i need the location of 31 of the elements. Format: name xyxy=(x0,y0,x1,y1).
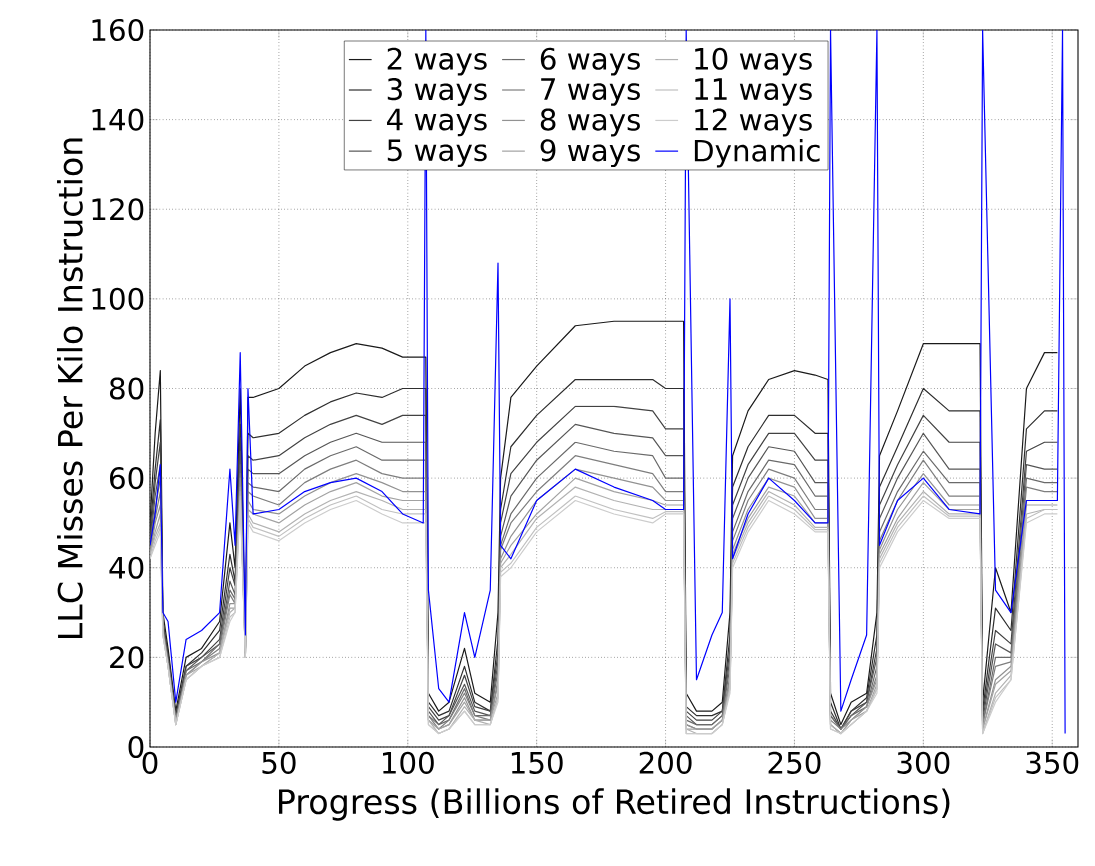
y-axis-title: LLC Misses Per Kilo Instruction xyxy=(57,138,83,639)
x-tick-label: 100 xyxy=(383,751,434,774)
y-tick-label: 0 xyxy=(128,735,144,759)
legend-label: 12 ways xyxy=(695,108,812,137)
legend-label: 4 ways xyxy=(387,108,487,137)
x-tick-label: 300 xyxy=(897,751,950,774)
legend-label: 8 ways xyxy=(540,108,640,137)
legend-label: 6 ways xyxy=(540,47,640,76)
y-tick-label: 100 xyxy=(92,287,144,310)
legend-label: 7 ways xyxy=(541,78,640,106)
legend-label: 11 ways xyxy=(695,78,812,106)
y-tick-label: 60 xyxy=(110,467,144,490)
x-tick-label: 0 xyxy=(142,751,158,774)
legend-label: 2 ways xyxy=(387,47,487,76)
x-tick-label: 350 xyxy=(1026,751,1079,774)
y-tick-label: 160 xyxy=(92,18,144,42)
x-tick-label: 200 xyxy=(639,751,692,774)
legend-label: Dynamic xyxy=(694,138,820,168)
x-axis-title: Progress (Billions of Retired Instructions) xyxy=(279,788,950,821)
legend-label: 5 ways xyxy=(387,139,487,167)
x-tick-label: 250 xyxy=(768,751,821,774)
y-tick-label: 120 xyxy=(92,198,144,221)
legend-label: 9 ways xyxy=(540,139,640,168)
y-tick-label: 20 xyxy=(110,646,144,669)
legend-label: 3 ways xyxy=(387,78,487,106)
y-tick-label: 80 xyxy=(109,377,144,400)
y-tick-label: 140 xyxy=(92,108,144,131)
y-tick-label: 40 xyxy=(109,556,144,579)
x-tick-label: 150 xyxy=(511,751,563,774)
legend-label: 10 ways xyxy=(695,47,812,76)
x-tick-label: 50 xyxy=(262,751,296,774)
